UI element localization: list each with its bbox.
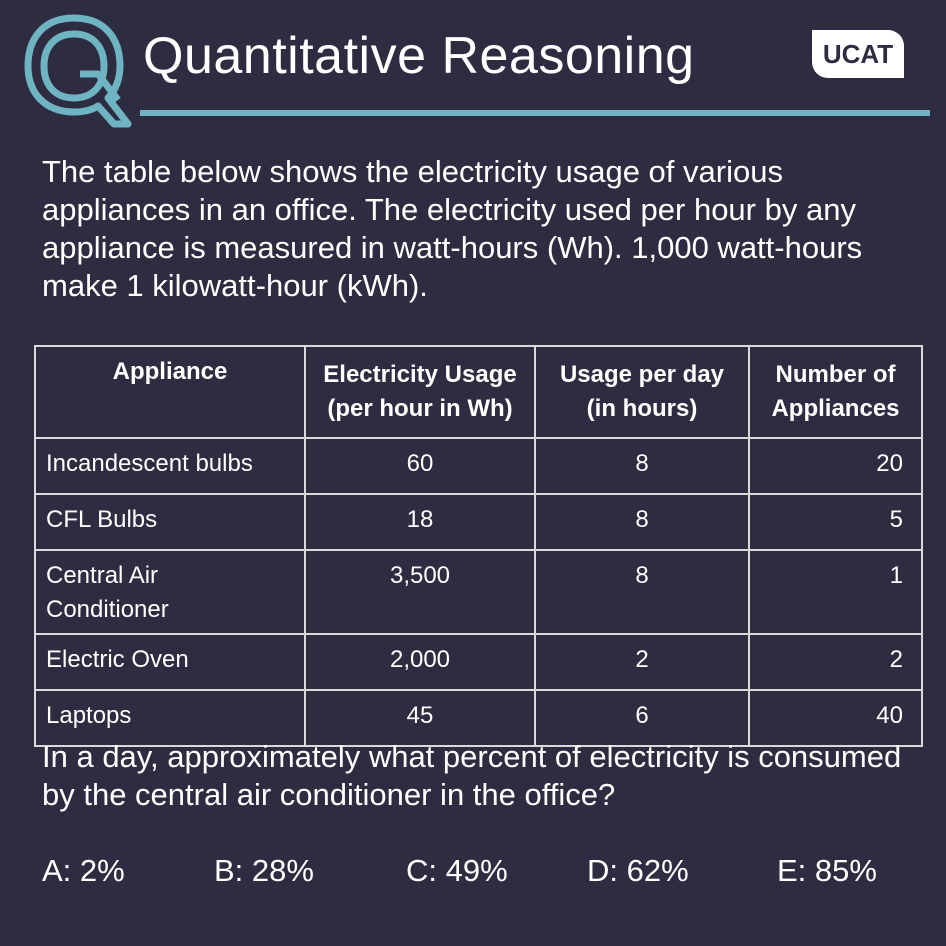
- intro-text: The table below shows the electricity us…: [42, 154, 863, 303]
- col-header-count: Number of Appliances: [748, 345, 923, 439]
- cell-appliance: CFL Bulbs: [34, 493, 306, 551]
- col-header-per-day: Usage per day (in hours): [534, 345, 750, 439]
- title-divider: [140, 110, 930, 116]
- table-row: Laptops 45 6 40: [34, 689, 923, 747]
- cell-hours: 2: [534, 633, 750, 691]
- option-b[interactable]: B: 28%: [214, 853, 314, 888]
- page-title: Quantitative Reasoning: [143, 27, 695, 85]
- answer-options: A: 2% B: 28% C: 49% D: 62% E: 85%: [42, 853, 922, 893]
- cell-appliance: Electric Oven: [34, 633, 306, 691]
- ucat-badge: UCAT: [812, 30, 904, 78]
- cell-appliance: Laptops: [34, 689, 306, 747]
- table-row: Central Air Conditioner 3,500 8 1: [34, 549, 923, 635]
- cell-hours: 6: [534, 689, 750, 747]
- cell-usage: 60: [304, 437, 536, 495]
- cell-usage: 18: [304, 493, 536, 551]
- q-logo-icon: [24, 14, 132, 128]
- table-row: Incandescent bulbs 60 8 20: [34, 437, 923, 495]
- col-header-usage: Electricity Usage (per hour in Wh): [304, 345, 536, 439]
- cell-count: 40: [748, 689, 923, 747]
- cell-hours: 8: [534, 437, 750, 495]
- option-e[interactable]: E: 85%: [777, 853, 877, 888]
- table-header-row: Appliance Electricity Usage (per hour in…: [34, 345, 923, 439]
- cell-hours: 8: [534, 549, 750, 635]
- table-row: CFL Bulbs 18 8 5: [34, 493, 923, 551]
- option-d[interactable]: D: 62%: [587, 853, 689, 888]
- cell-count: 1: [748, 549, 923, 635]
- cell-usage: 3,500: [304, 549, 536, 635]
- option-c[interactable]: C: 49%: [406, 853, 508, 888]
- question-text: In a day, approximately what percent of …: [42, 739, 902, 812]
- table-row: Electric Oven 2,000 2 2: [34, 633, 923, 691]
- cell-count: 2: [748, 633, 923, 691]
- cell-count: 5: [748, 493, 923, 551]
- cell-usage: 45: [304, 689, 536, 747]
- cell-appliance: Incandescent bulbs: [34, 437, 306, 495]
- cell-appliance: Central Air Conditioner: [34, 549, 306, 635]
- col-header-appliance: Appliance: [34, 345, 306, 439]
- cell-hours: 8: [534, 493, 750, 551]
- cell-count: 20: [748, 437, 923, 495]
- option-a[interactable]: A: 2%: [42, 853, 125, 888]
- cell-usage: 2,000: [304, 633, 536, 691]
- appliance-table: Appliance Electricity Usage (per hour in…: [34, 345, 923, 747]
